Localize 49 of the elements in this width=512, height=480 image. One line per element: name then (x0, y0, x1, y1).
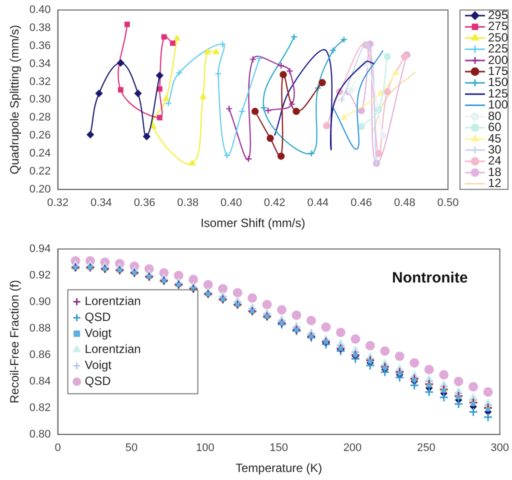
legend-label: QSD (84, 310, 112, 324)
y-tick-label: 0.40 (29, 4, 51, 16)
x-axis-title: Isomer Shift (mm/s) (200, 216, 306, 230)
x-tick-label: 0.46 (350, 197, 372, 210)
x-tick-label: 50 (125, 442, 138, 454)
y-tick-label: 0.22 (29, 165, 51, 178)
y-tick-label: 0.24 (29, 148, 51, 160)
x-tick-label: 0.42 (264, 197, 286, 210)
x-tick-label: 250 (416, 442, 436, 454)
legend-label: Lorentzian (84, 294, 141, 308)
legend-label: Voigt (84, 358, 112, 372)
x-tick-label: 0.44 (307, 197, 329, 210)
y-tick-label: 0.80 (29, 428, 51, 440)
y-tick-label: 0.34 (29, 58, 51, 70)
y-tick-label: 0.20 (29, 183, 51, 196)
y-tick-label: 0.26 (29, 130, 51, 142)
x-axis-title: Temperature (K) (235, 461, 322, 476)
y-tick-label: 0.92 (29, 270, 51, 282)
legend-label: Lorentzian (84, 342, 141, 356)
y-tick-label: 0.36 (29, 40, 51, 52)
x-tick-label: 200 (343, 442, 362, 454)
y-axis-title: Quadrupole Splitting (mm/s) (8, 25, 22, 174)
legend-label: QSD (84, 374, 112, 388)
y-axis-title: Recoil-Free Fraction (f) (8, 280, 22, 404)
x-tick-label: 0.50 (437, 197, 459, 210)
y-tick-label: 0.86 (29, 348, 51, 361)
x-tick-label: 100 (196, 442, 214, 454)
y-tick-label: 0.38 (29, 22, 51, 34)
x-tick-label: 0 (54, 442, 61, 454)
annotation: Nontronite (392, 270, 468, 287)
x-tick-label: 150 (270, 442, 288, 454)
x-tick-label: 0.38 (177, 197, 199, 210)
legend-label: 295 (488, 8, 508, 22)
x-tick-label: 0.34 (90, 197, 112, 210)
legend-label: Voigt (84, 326, 112, 340)
x-tick-label: 0.48 (394, 197, 416, 210)
y-tick-label: 0.90 (29, 296, 51, 308)
y-tick-label: 0.82 (29, 402, 51, 414)
x-tick-label: 300 (490, 442, 510, 454)
y-tick-label: 0.94 (29, 243, 51, 256)
legend-label: 12 (488, 176, 502, 190)
y-tick-label: 0.28 (29, 112, 51, 124)
x-tick-label: 0.36 (134, 197, 156, 210)
y-tick-label: 0.32 (29, 76, 51, 88)
y-tick-label: 0.84 (29, 375, 51, 388)
x-tick-label: 0.40 (220, 197, 242, 210)
x-tick-label: 0.32 (47, 197, 69, 210)
y-tick-label: 0.30 (29, 94, 51, 106)
y-tick-label: 0.88 (29, 322, 51, 334)
